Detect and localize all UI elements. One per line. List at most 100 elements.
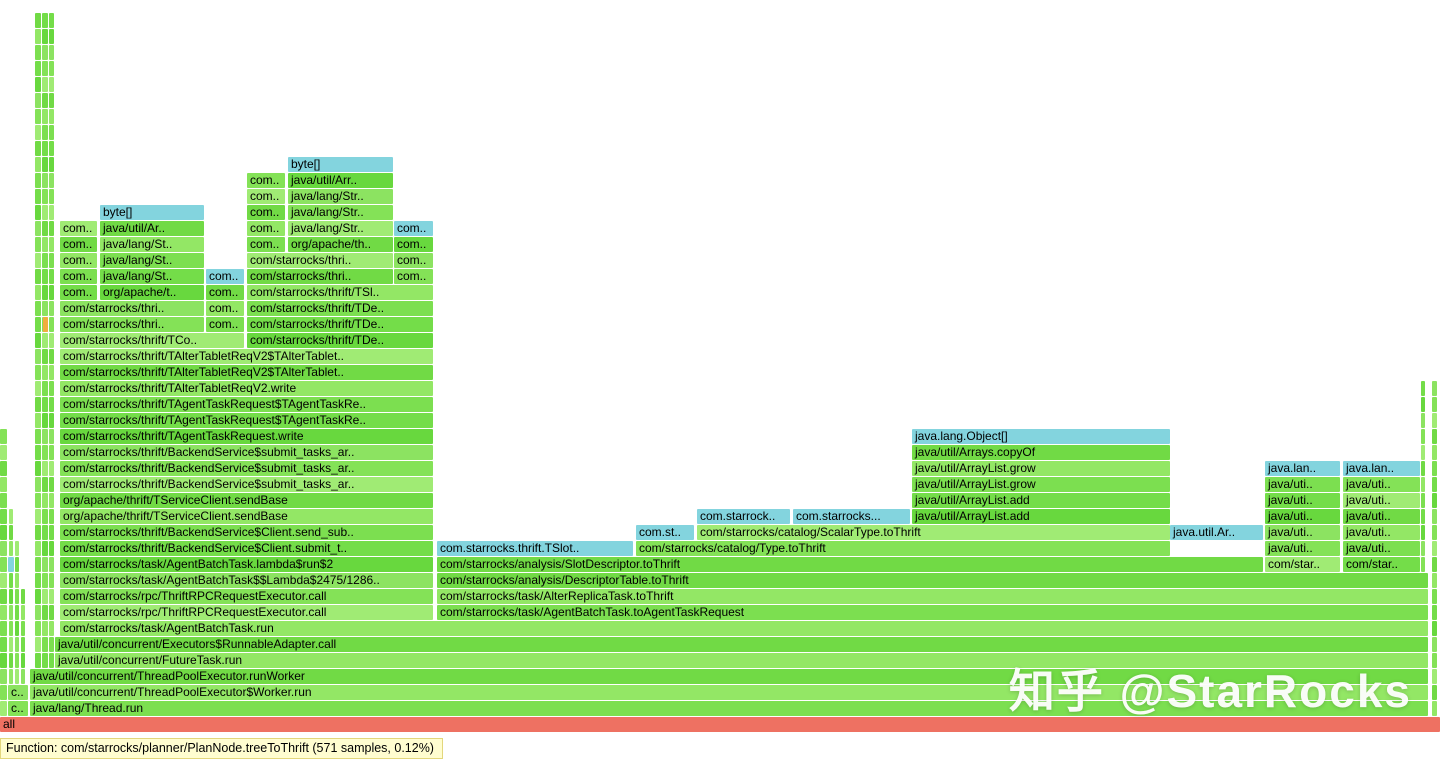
flame-frame[interactable]: com/starrocks/thrift/TDe.. xyxy=(247,317,433,332)
flame-frame[interactable]: java/uti.. xyxy=(1265,493,1340,508)
flame-frame[interactable] xyxy=(15,541,19,556)
flame-frame[interactable] xyxy=(42,61,48,76)
flame-frame[interactable] xyxy=(49,509,54,524)
flame-frame[interactable] xyxy=(35,653,41,668)
flame-frame[interactable] xyxy=(1432,397,1437,412)
flame-frame[interactable] xyxy=(49,621,54,636)
flame-frame[interactable] xyxy=(49,317,54,332)
flame-frame[interactable] xyxy=(15,621,19,636)
flame-frame[interactable] xyxy=(21,621,25,636)
flame-frame[interactable]: java/util/concurrent/FutureTask.run xyxy=(55,653,1428,668)
flame-frame[interactable] xyxy=(42,29,48,44)
flame-frame[interactable]: java/lang/St.. xyxy=(100,253,204,268)
flame-frame[interactable]: java/util/ArrayList.add xyxy=(912,493,1170,508)
flame-frame[interactable] xyxy=(21,605,25,620)
flame-frame[interactable]: com/starrocks/task/AgentBatchTask.lambda… xyxy=(60,557,433,572)
flame-frame[interactable] xyxy=(35,445,41,460)
flame-frame[interactable]: com/starrocks/thrift/BackendService$Clie… xyxy=(60,525,433,540)
flame-frame[interactable] xyxy=(42,413,48,428)
flame-frame[interactable] xyxy=(49,157,54,172)
flame-frame[interactable]: java/uti.. xyxy=(1343,509,1420,524)
flame-frame[interactable]: com/starrocks/thrift/TAgentTaskRequest$T… xyxy=(60,413,433,428)
flame-frame[interactable] xyxy=(49,477,54,492)
flame-frame[interactable]: com/starrocks/thrift/TDe.. xyxy=(247,333,433,348)
flame-frame[interactable] xyxy=(42,525,48,540)
flame-frame[interactable] xyxy=(35,77,41,92)
flame-frame[interactable] xyxy=(1432,685,1437,700)
flame-frame[interactable] xyxy=(0,637,7,652)
flame-frame[interactable] xyxy=(35,397,41,412)
flame-frame[interactable]: org/apache/t.. xyxy=(100,285,204,300)
flame-frame[interactable]: java/lang/Str.. xyxy=(288,221,393,236)
flame-frame[interactable]: java/uti.. xyxy=(1343,525,1420,540)
flame-frame[interactable] xyxy=(0,445,7,460)
flame-frame[interactable] xyxy=(35,381,41,396)
flame-frame[interactable]: com/starrocks/thrift/TCo.. xyxy=(60,333,244,348)
flame-frame[interactable]: java/util/concurrent/ThreadPoolExecutor.… xyxy=(30,669,1428,684)
flame-frame[interactable] xyxy=(35,461,41,476)
flame-frame[interactable] xyxy=(15,573,19,588)
flame-frame[interactable] xyxy=(1432,413,1437,428)
flame-frame[interactable] xyxy=(35,413,41,428)
flame-frame[interactable]: java/util/concurrent/ThreadPoolExecutor$… xyxy=(30,685,1428,700)
flame-frame[interactable] xyxy=(42,333,48,348)
flame-frame[interactable] xyxy=(35,253,41,268)
flame-frame[interactable]: java/util/ArrayList.grow xyxy=(912,461,1170,476)
flame-frame[interactable]: com.st.. xyxy=(636,525,694,540)
flame-frame[interactable]: java/lang/Thread.run xyxy=(30,701,1428,716)
flame-frame[interactable] xyxy=(8,557,14,572)
flame-frame[interactable] xyxy=(1421,429,1425,444)
flame-frame[interactable] xyxy=(35,109,41,124)
flame-frame[interactable]: com.. xyxy=(247,221,285,236)
flame-frame[interactable] xyxy=(42,445,48,460)
flame-frame[interactable]: com/starrocks/thrift/TAlterTabletReqV2$T… xyxy=(60,365,433,380)
flame-frame[interactable]: java/util/ArrayList.grow xyxy=(912,477,1170,492)
flame-frame[interactable]: com.. xyxy=(206,317,244,332)
flame-frame[interactable] xyxy=(35,349,41,364)
flame-frame[interactable] xyxy=(0,509,7,524)
flame-frame[interactable] xyxy=(42,45,48,60)
flame-frame[interactable] xyxy=(49,205,54,220)
flame-frame[interactable] xyxy=(35,93,41,108)
flame-frame[interactable] xyxy=(35,589,41,604)
flame-frame[interactable] xyxy=(1432,461,1437,476)
flame-frame[interactable]: java.lang.Object[] xyxy=(912,429,1170,444)
flame-frame[interactable] xyxy=(0,493,7,508)
flame-frame[interactable] xyxy=(42,461,48,476)
flame-frame[interactable] xyxy=(49,333,54,348)
flame-frame[interactable]: com/starrocks/thrift/TAlterTabletReqV2.w… xyxy=(60,381,433,396)
flame-frame[interactable] xyxy=(35,525,41,540)
flame-frame[interactable] xyxy=(49,445,54,460)
flame-frame[interactable] xyxy=(35,333,41,348)
flame-frame[interactable] xyxy=(9,621,13,636)
flame-frame[interactable] xyxy=(49,429,54,444)
flame-frame[interactable] xyxy=(42,573,48,588)
flame-frame[interactable] xyxy=(49,541,54,556)
flame-frame[interactable] xyxy=(1421,525,1425,540)
flame-frame[interactable] xyxy=(1421,541,1425,556)
flame-frame[interactable] xyxy=(49,109,54,124)
flame-frame[interactable] xyxy=(49,365,54,380)
flame-frame[interactable] xyxy=(42,541,48,556)
flame-frame[interactable]: com.. xyxy=(60,221,97,236)
flame-frame[interactable] xyxy=(49,61,54,76)
flame-frame[interactable] xyxy=(35,317,41,332)
flame-frame[interactable] xyxy=(42,589,48,604)
flame-frame[interactable]: com/starrocks/analysis/SlotDescriptor.to… xyxy=(437,557,1263,572)
flame-frame[interactable] xyxy=(35,269,41,284)
flame-frame[interactable]: com/starrocks/thri.. xyxy=(247,269,393,284)
flame-frame[interactable] xyxy=(0,605,7,620)
flame-frame[interactable]: com/starrocks/analysis/DescriptorTable.t… xyxy=(437,573,1428,588)
flame-frame[interactable] xyxy=(49,301,54,316)
flame-frame[interactable] xyxy=(49,525,54,540)
flame-frame[interactable] xyxy=(42,285,48,300)
flame-frame[interactable]: java/lang/St.. xyxy=(100,237,204,252)
flame-frame[interactable]: com/starrocks/catalog/Type.toThrift xyxy=(636,541,1170,556)
flame-frame[interactable]: com.. xyxy=(206,301,244,316)
flame-frame[interactable]: com/starrocks/rpc/ThriftRPCRequestExecut… xyxy=(60,605,433,620)
flame-frame[interactable] xyxy=(35,493,41,508)
flame-frame[interactable] xyxy=(1421,557,1425,572)
flame-frame[interactable]: java/uti.. xyxy=(1343,477,1420,492)
flame-frame[interactable] xyxy=(49,237,54,252)
flame-frame[interactable] xyxy=(35,573,41,588)
